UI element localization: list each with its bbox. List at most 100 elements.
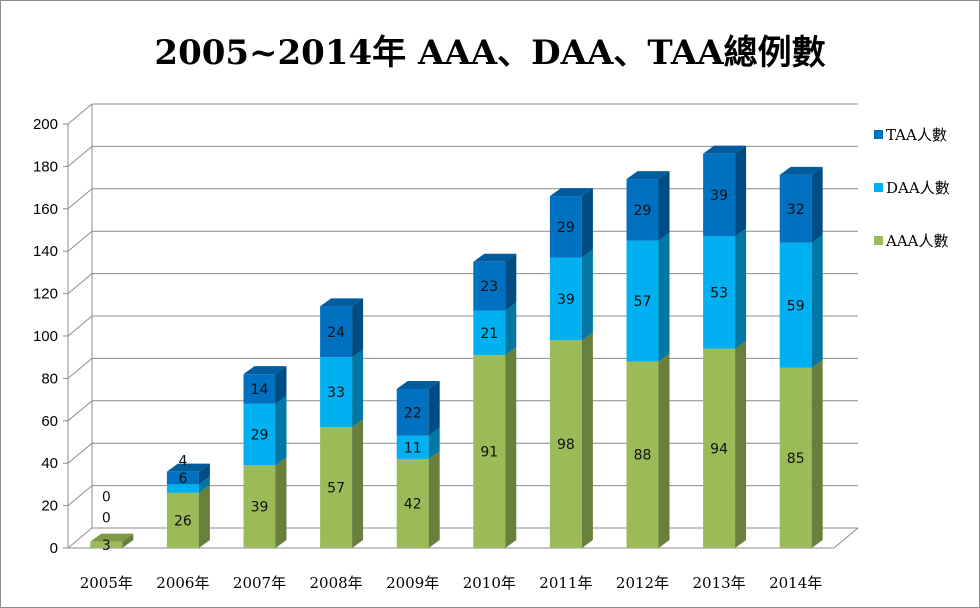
y-tick-label: 180: [33, 158, 58, 175]
floor-edge: [833, 527, 859, 549]
bar-segment: [473, 310, 506, 356]
legend: TAA人數 DAA人數 AAA人數: [874, 126, 950, 250]
data-label: 3: [102, 538, 111, 554]
x-tick-label: 2014年: [769, 574, 822, 592]
bar-segment-side: [275, 366, 287, 404]
y-tick-label: 160: [33, 201, 58, 218]
bar-segment-side: [735, 145, 747, 237]
data-label: 26: [174, 513, 192, 529]
bar-segment-side: [505, 347, 517, 548]
data-label: 29: [251, 428, 269, 444]
data-label: 6: [178, 471, 187, 487]
bar-segment: [320, 427, 353, 548]
data-label: 11: [404, 440, 422, 456]
data-label: 91: [480, 445, 498, 461]
data-label: 14: [251, 382, 269, 398]
bar-segment: [779, 174, 812, 243]
bar-segment-side: [198, 484, 210, 548]
data-label: 33: [327, 385, 345, 401]
data-label: 23: [480, 279, 498, 295]
bar-segment-side: [658, 171, 670, 241]
bar-segment-side: [735, 228, 747, 349]
bar-segment-side: [581, 249, 593, 341]
bar-top: [703, 145, 747, 154]
data-label: 0: [102, 511, 111, 527]
bar-segment-side: [505, 253, 517, 311]
data-label: 57: [634, 294, 652, 310]
data-label: 0: [102, 490, 111, 506]
legend-label: DAA人數: [886, 179, 950, 197]
bar-segment-side: [352, 298, 364, 358]
bar-segment: [473, 261, 506, 311]
data-label: 39: [251, 500, 269, 516]
bar-segment: [166, 492, 199, 548]
bar-segment: [90, 541, 123, 548]
x-tick-label: 2005年: [80, 574, 133, 592]
bar-segment: [626, 179, 659, 241]
y-tick-label: 0: [50, 540, 58, 557]
gridline-side: [67, 188, 93, 210]
data-label: 29: [634, 203, 652, 219]
data-label: 59: [787, 298, 805, 314]
gridline-side: [67, 358, 93, 379]
x-tick-label: 2010年: [463, 574, 516, 592]
x-tick-label: 2011年: [539, 574, 592, 592]
gridline-side: [67, 442, 93, 464]
bar-segment: [703, 348, 736, 548]
bar-segment-side: [352, 349, 364, 428]
gridline-side: [67, 230, 93, 252]
data-label: 98: [557, 437, 575, 453]
legend-swatch: [874, 130, 883, 139]
gridline-side: [67, 400, 93, 422]
data-label: 24: [327, 325, 345, 341]
y-tick-label: 200: [33, 116, 58, 133]
bar-top: [396, 381, 440, 389]
data-label: 85: [787, 451, 805, 467]
data-label: 88: [634, 448, 652, 464]
bar-segment-side: [811, 359, 823, 548]
x-tick-label: 2009年: [386, 574, 439, 592]
legend-swatch: [874, 236, 883, 245]
bar-top: [626, 171, 670, 180]
data-label: 22: [404, 405, 422, 421]
bar-segment: [703, 153, 736, 237]
bar-segment: [243, 403, 276, 466]
x-axis: 2005年 2006年 2007年 2008年 2009年 2010年 2011年 2012年…: [80, 574, 823, 592]
bar-segment: [320, 306, 353, 358]
y-tick-label: 20: [41, 498, 58, 515]
bar-segment-side: [428, 450, 440, 548]
data-label: 4: [178, 453, 187, 469]
bar-segment-side: [581, 188, 593, 258]
x-tick-label: 2012年: [616, 574, 669, 592]
bar-segment-side: [352, 419, 364, 548]
bar-top: [549, 188, 593, 197]
legend-label: AAA人數: [885, 232, 949, 250]
y-tick-label: 60: [41, 413, 58, 430]
data-label: 39: [710, 188, 728, 204]
bar-top: [90, 533, 134, 542]
bar-segment-side: [735, 340, 747, 548]
data-label: 53: [710, 286, 728, 302]
bar-top: [779, 166, 823, 175]
bar-segment: [396, 389, 429, 436]
gridline-side: [67, 273, 93, 294]
bar-segment-side: [658, 353, 670, 548]
data-label: 32: [787, 202, 805, 218]
y-tick-label: 140: [33, 243, 58, 260]
bar-segment: [626, 361, 659, 548]
bar-top: [473, 253, 517, 262]
y-tick-label: 80: [41, 370, 58, 387]
bar-segment: [703, 236, 736, 349]
y-axis: 0 20 40 60 80 100 120 140 160 180 200: [33, 116, 68, 557]
data-label: 94: [710, 441, 728, 457]
x-tick-label: 2007年: [233, 574, 286, 592]
bar-segment: [396, 458, 429, 548]
bars: 3 0 0 26 4 6 39 29 14 57 33 24 42 11 22 91 21 23 98 39 29 88 5…: [90, 145, 823, 554]
chart-title: 2005~2014年 AAA、DAA、TAA總例數: [154, 33, 825, 73]
bar-segment: [779, 242, 812, 368]
bar-segment-side: [428, 381, 440, 436]
bar-segment: [549, 196, 582, 258]
bar-segment: [243, 465, 276, 548]
bar-top: [166, 463, 210, 472]
